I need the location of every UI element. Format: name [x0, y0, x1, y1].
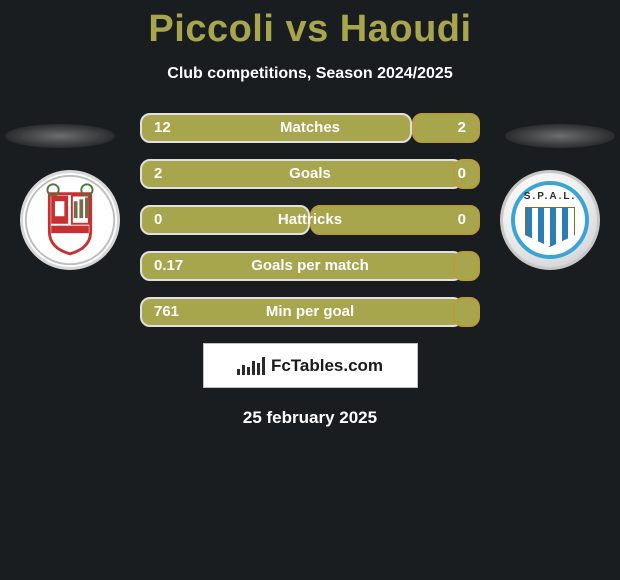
- team-crest-right: S.P.A.L.: [500, 170, 600, 270]
- brand-text: FcTables.com: [271, 356, 383, 376]
- spal-stripes-icon: [525, 207, 575, 247]
- rimini-crest-icon: [23, 173, 117, 267]
- stat-row: 0.17Goals per match: [140, 251, 480, 281]
- stat-label: Matches: [140, 113, 480, 143]
- brand-box[interactable]: FcTables.com: [203, 343, 418, 388]
- logo-bar: [247, 367, 250, 375]
- stat-value-right: 0: [458, 159, 466, 189]
- stat-value-right: 0: [458, 205, 466, 235]
- logo-bar: [252, 361, 255, 375]
- stats-container: 12Matches22Goals00Hattricks00.17Goals pe…: [140, 113, 480, 327]
- team-shadow-right: [505, 124, 615, 148]
- team-crest-left: [20, 170, 120, 270]
- stat-row: 12Matches2: [140, 113, 480, 143]
- logo-bar: [262, 357, 265, 375]
- page-title: Piccoli vs Haoudi: [0, 0, 620, 51]
- stat-row: 0Hattricks0: [140, 205, 480, 235]
- bar-chart-icon: [237, 357, 265, 375]
- stat-row: 2Goals0: [140, 159, 480, 189]
- date-text: 25 february 2025: [0, 408, 620, 428]
- stat-label: Min per goal: [140, 297, 480, 327]
- team-shadow-left: [5, 124, 115, 148]
- subtitle: Club competitions, Season 2024/2025: [0, 65, 620, 83]
- stat-label: Goals per match: [140, 251, 480, 281]
- stat-label: Goals: [140, 159, 480, 189]
- logo-bar: [237, 369, 240, 375]
- spal-crest-icon: S.P.A.L.: [511, 181, 589, 259]
- logo-bar: [242, 365, 245, 375]
- stat-label: Hattricks: [140, 205, 480, 235]
- spal-text: S.P.A.L.: [524, 191, 577, 202]
- stat-value-right: 2: [458, 113, 466, 143]
- stat-row: 761Min per goal: [140, 297, 480, 327]
- logo-bar: [257, 363, 260, 375]
